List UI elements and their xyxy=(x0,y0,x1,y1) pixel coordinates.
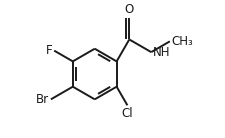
Text: Cl: Cl xyxy=(121,107,133,120)
Text: F: F xyxy=(46,44,52,57)
Text: CH₃: CH₃ xyxy=(171,35,192,48)
Text: NH: NH xyxy=(152,46,170,59)
Text: O: O xyxy=(124,3,133,16)
Text: Br: Br xyxy=(36,93,49,106)
